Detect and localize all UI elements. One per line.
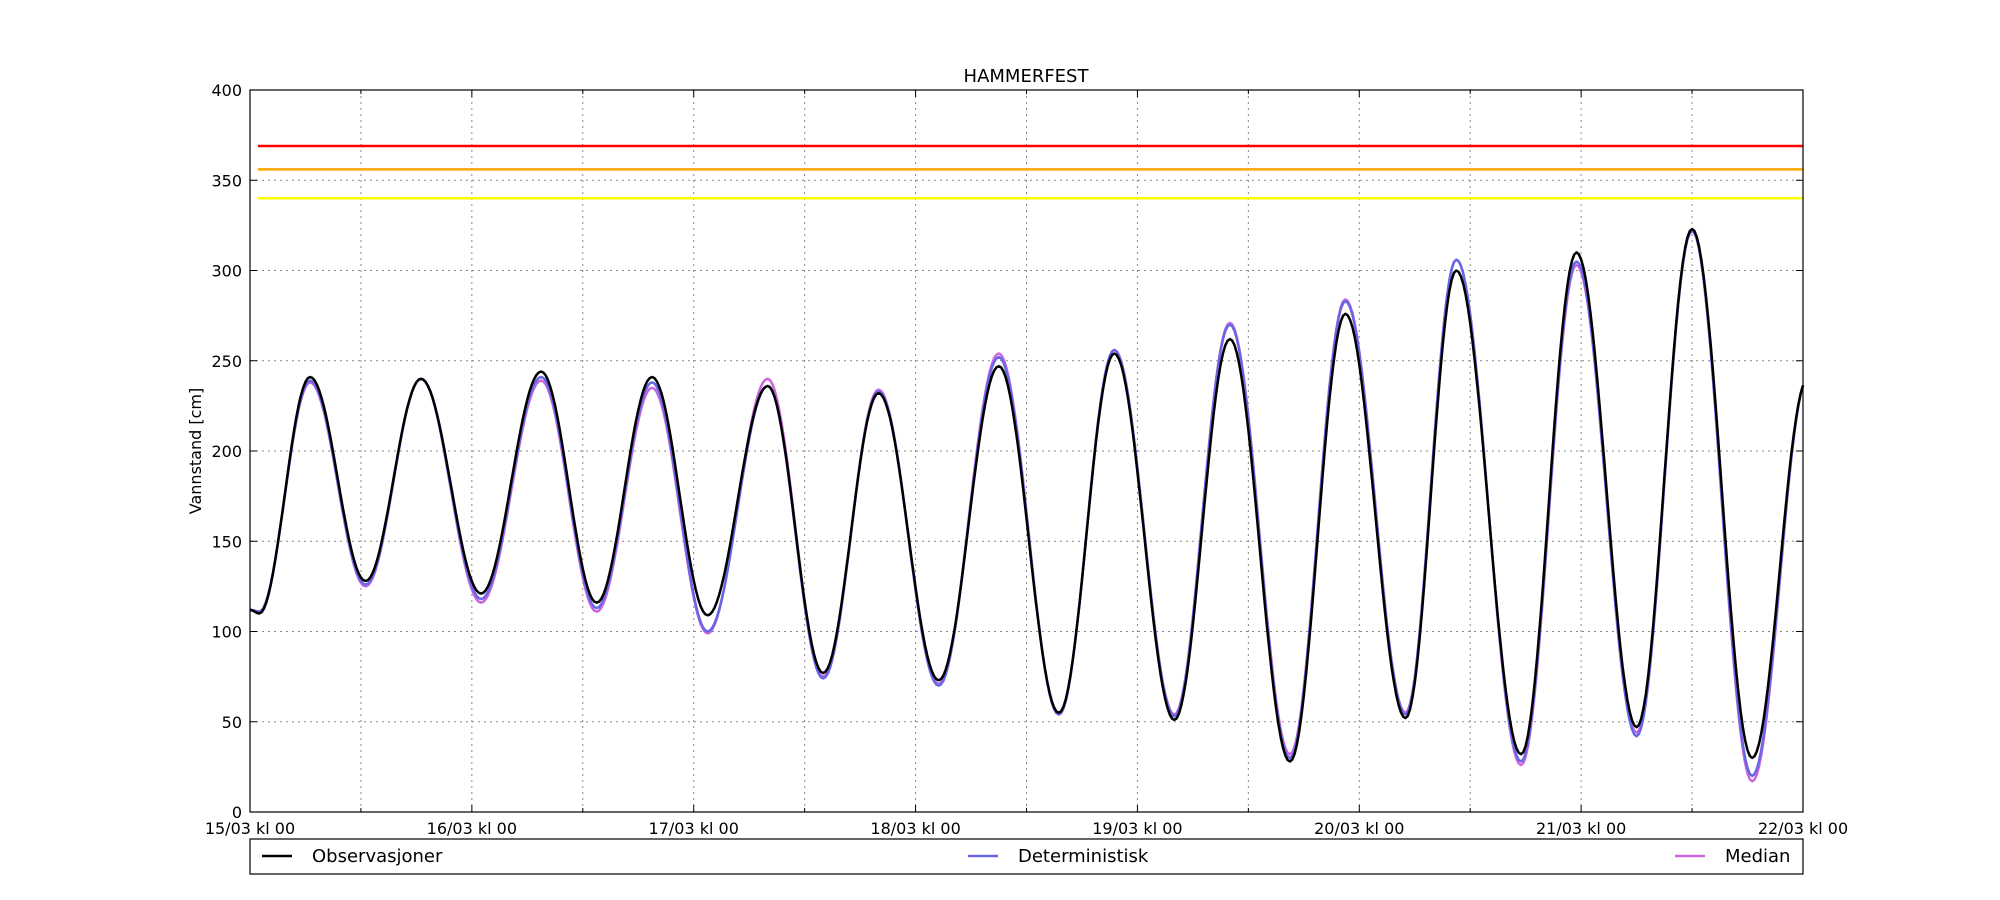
- x-tick-label-4: 19/03 kl 00: [1092, 819, 1182, 838]
- x-tick-label-1: 16/03 kl 00: [427, 819, 517, 838]
- y-tick-label-1: 50: [222, 713, 242, 732]
- legend-label-median: Median: [1725, 846, 1790, 867]
- y-tick-label-4: 200: [211, 442, 242, 461]
- y-tick-label-7: 350: [211, 171, 242, 190]
- legend-label-observasjoner: Observasjoner: [312, 846, 443, 867]
- y-axis-label: Vannstand [cm]: [186, 388, 205, 514]
- y-tick-label-2: 100: [211, 623, 242, 642]
- x-tick-label-2: 17/03 kl 00: [649, 819, 739, 838]
- x-tick-label-5: 20/03 kl 00: [1314, 819, 1404, 838]
- x-tick-label-6: 21/03 kl 00: [1536, 819, 1626, 838]
- series-lines: [249, 227, 1805, 783]
- y-tick-label-5: 250: [211, 352, 242, 371]
- series-line-observasjoner: [249, 227, 1805, 763]
- y-tick-label-3: 150: [211, 532, 242, 551]
- x-tick-label-3: 18/03 kl 00: [870, 819, 960, 838]
- legend-entries: Observasjoner Deterministisk Median: [262, 846, 1790, 867]
- legend: [249, 838, 1804, 875]
- y-tick-label-6: 300: [211, 262, 242, 281]
- grid: [250, 90, 1803, 812]
- chart-title: HAMMERFEST: [964, 66, 1090, 87]
- x-tick-label-7: 22/03 kl 00: [1758, 819, 1848, 838]
- y-tick-label-8: 400: [211, 81, 242, 100]
- x-tick-label-0: 15/03 kl 00: [205, 819, 295, 838]
- threshold-lines: [258, 144, 1803, 200]
- axis-ticks: 0 50 100 150 200 250 300 350 400 15/03 kl 00 16/03…: [205, 81, 1848, 838]
- y-tick-label-0: 0: [232, 803, 242, 822]
- legend-label-deterministisk: Deterministisk: [1018, 846, 1149, 867]
